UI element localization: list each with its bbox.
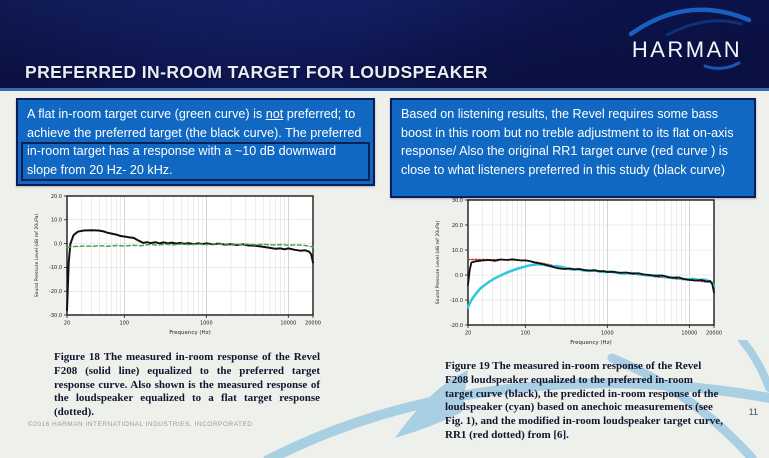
svg-text:Sound Pressure Level (dB ref 2: Sound Pressure Level (dB ref 20uPa) — [34, 214, 40, 298]
svg-text:1000: 1000 — [200, 321, 213, 327]
svg-text:1000: 1000 — [601, 331, 614, 337]
page-title: PREFERRED IN-ROOM TARGET FOR LOUDSPEAKER — [25, 62, 488, 82]
svg-text:-10.0: -10.0 — [49, 265, 62, 271]
logo-arc-small-icon — [665, 19, 743, 37]
figure-19-chart: 20 100 1000 10000 20000 30.0 20.0 10.0 0.0 -10.0 -… — [435, 198, 722, 346]
svg-text:20.0: 20.0 — [51, 194, 62, 200]
callout-left-text-before: A flat in-room target curve (green curve… — [27, 107, 266, 121]
svg-text:Frequency (Hz): Frequency (Hz) — [570, 340, 611, 346]
figure-18-chart: 20 100 1000 10000 20000 20.0 10.0 0.0 -10.0 -20.0… — [34, 194, 321, 336]
svg-text:100: 100 — [120, 321, 130, 327]
callout-right-text: Based on listening results, the Revel re… — [401, 107, 734, 177]
svg-text:Sound Pressure Level (dB ref 2: Sound Pressure Level (dB ref 20uPa) — [435, 221, 441, 305]
logo-arc-under-icon — [703, 61, 741, 70]
swoosh-arc-big-icon — [263, 378, 769, 458]
svg-text:20: 20 — [465, 331, 471, 337]
callout-right: Based on listening results, the Revel re… — [390, 98, 756, 198]
brand-name: HARMAN — [632, 37, 742, 62]
decorative-swoosh — [263, 340, 769, 458]
svg-text:-20.0: -20.0 — [49, 289, 62, 295]
svg-text:20000: 20000 — [305, 321, 321, 327]
svg-text:10000: 10000 — [280, 321, 296, 327]
svg-text:-20.0: -20.0 — [450, 323, 463, 329]
figure-19: 20 100 1000 10000 20000 30.0 20.0 10.0 0.0 -10.0 -… — [431, 193, 723, 443]
svg-text:20.0: 20.0 — [452, 223, 463, 229]
svg-text:10.0: 10.0 — [452, 248, 463, 254]
svg-text:20: 20 — [64, 321, 70, 327]
svg-text:100: 100 — [521, 331, 531, 337]
swoosh-wedge-icon — [395, 370, 468, 438]
svg-text:0.0: 0.0 — [54, 241, 62, 247]
figure-19-caption: Figure 19 The measured in-room response … — [445, 360, 723, 441]
svg-text:20000: 20000 — [706, 331, 722, 337]
svg-text:-30.0: -30.0 — [49, 313, 62, 319]
swoosh-arc-right-icon — [607, 353, 757, 458]
callout-left-emphasis: not — [265, 107, 284, 121]
header: HARMAN PREFERRED IN-ROOM TARGET FOR LOUD… — [0, 0, 769, 88]
swoosh-arc-corner-icon — [738, 340, 769, 392]
harman-logo: HARMAN — [628, 7, 752, 70]
figure-18: 20 100 1000 10000 20000 20.0 10.0 0.0 -10.0 -20.0… — [30, 189, 322, 420]
svg-text:-10.0: -10.0 — [450, 298, 463, 304]
figure-18-caption: Figure 18 The measured in-room response … — [54, 351, 320, 418]
page-number: 11 — [748, 407, 758, 417]
header-underline — [0, 88, 769, 91]
svg-text:10000: 10000 — [681, 331, 697, 337]
svg-text:30.0: 30.0 — [452, 198, 463, 204]
svg-text:0.0: 0.0 — [455, 273, 463, 279]
copyright-text: ©2016 HARMAN INTERNATIONAL INDUSTRIES, I… — [28, 421, 253, 428]
callout-left-text-after: preferred; to achieve the preferred targ… — [27, 107, 362, 177]
svg-text:Frequency (Hz): Frequency (Hz) — [169, 330, 210, 336]
logo-arc-large-icon — [628, 7, 752, 37]
callout-left: A flat in-room target curve (green curve… — [16, 98, 375, 186]
svg-text:10.0: 10.0 — [51, 218, 62, 224]
callout-left-text: A flat in-room target curve (green curve… — [27, 105, 364, 180]
